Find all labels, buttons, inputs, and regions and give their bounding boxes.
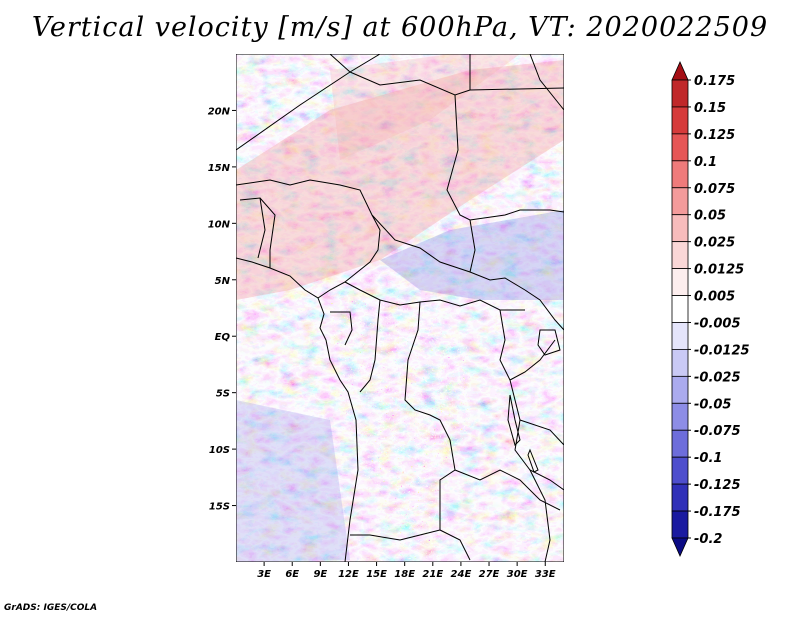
colorbar-swatch [671,79,689,108]
colorbar-swatch [671,187,689,216]
lon-label: 12E [338,569,359,580]
lon-label: 21E [422,569,443,580]
colorbar-swatch [671,295,689,323]
lon-label: 15E [366,569,387,580]
colorbar-label: 0.075 [694,182,735,197]
lon-label: 30E [507,569,528,580]
lon-label: 24E [451,569,472,580]
country-borders [236,54,564,562]
colorbar-swatch [671,349,689,377]
map-panel [236,54,564,562]
colorbar-swatch [671,214,689,243]
lon-label: 6E [285,569,299,580]
lat-label: 5N [215,276,231,287]
lon-axis: 3E 6E 9E 12E 15E 18E 21E 24E 27E 30E 33E [257,562,556,580]
lat-axis: 20N 15N 10N 5N EQ 5S 10S 15S [208,106,236,513]
lon-label: 9E [313,569,327,580]
colorbar-swatch [671,106,689,135]
lon-label: 18E [394,569,415,580]
colorbar-swatch [671,510,689,539]
colorbar-max-arrow [671,61,689,81]
colorbar-min-arrow [671,537,689,557]
colorbar-label: 0.15 [694,101,726,116]
colorbar-swatch [671,241,689,269]
colorbar-swatch [671,402,689,431]
lon-label: 3E [257,569,271,580]
colorbar-swatch [671,160,689,189]
lon-label: 27E [479,569,500,580]
lat-label: 15N [208,163,231,174]
colorbar-swatch [671,322,689,350]
colorbar-label: 0.025 [694,236,735,251]
colorbar: 0.175 0.15 0.125 0.1 0.075 0.05 0.025 0.0125 0.0… [671,61,750,557]
colorbar-swatch [671,375,689,404]
colorbar-label: -0.2 [694,532,722,547]
map-title: Vertical velocity [m/s] at 600hPa, VT: 2… [31,12,769,43]
colorbar-label: 0.005 [694,290,735,305]
lat-label: 20N [208,106,231,117]
colorbar-label: -0.05 [694,397,731,412]
colorbar-swatch [671,429,689,458]
colorbar-label: -0.175 [694,505,741,520]
lat-label: 5S [216,389,230,400]
colorbar-label: -0.1 [694,451,722,466]
colorbar-label: 0.0125 [694,263,744,278]
colorbar-swatch [671,483,689,512]
lon-label: 33E [535,569,556,580]
colorbar-swatch [671,133,689,162]
colorbar-label: -0.0125 [694,343,750,358]
colorbar-label: -0.125 [694,478,741,493]
colorbar-label: -0.075 [694,424,741,439]
grads-credit: GrADS: IGES/COLA [4,603,98,613]
colorbar-label: -0.025 [694,370,741,385]
colorbar-label: 0.175 [694,74,735,89]
colorbar-label: 0.05 [694,209,726,224]
colorbar-label: -0.005 [694,316,741,331]
lat-label: 10S [209,445,230,456]
lat-label: EQ [215,332,231,343]
lat-label: 15S [209,502,230,513]
colorbar-swatch [671,456,689,485]
colorbar-label: 0.1 [694,155,717,170]
colorbar-swatch [671,268,689,296]
lat-label: 10N [208,219,231,230]
colorbar-label: 0.125 [694,128,735,143]
